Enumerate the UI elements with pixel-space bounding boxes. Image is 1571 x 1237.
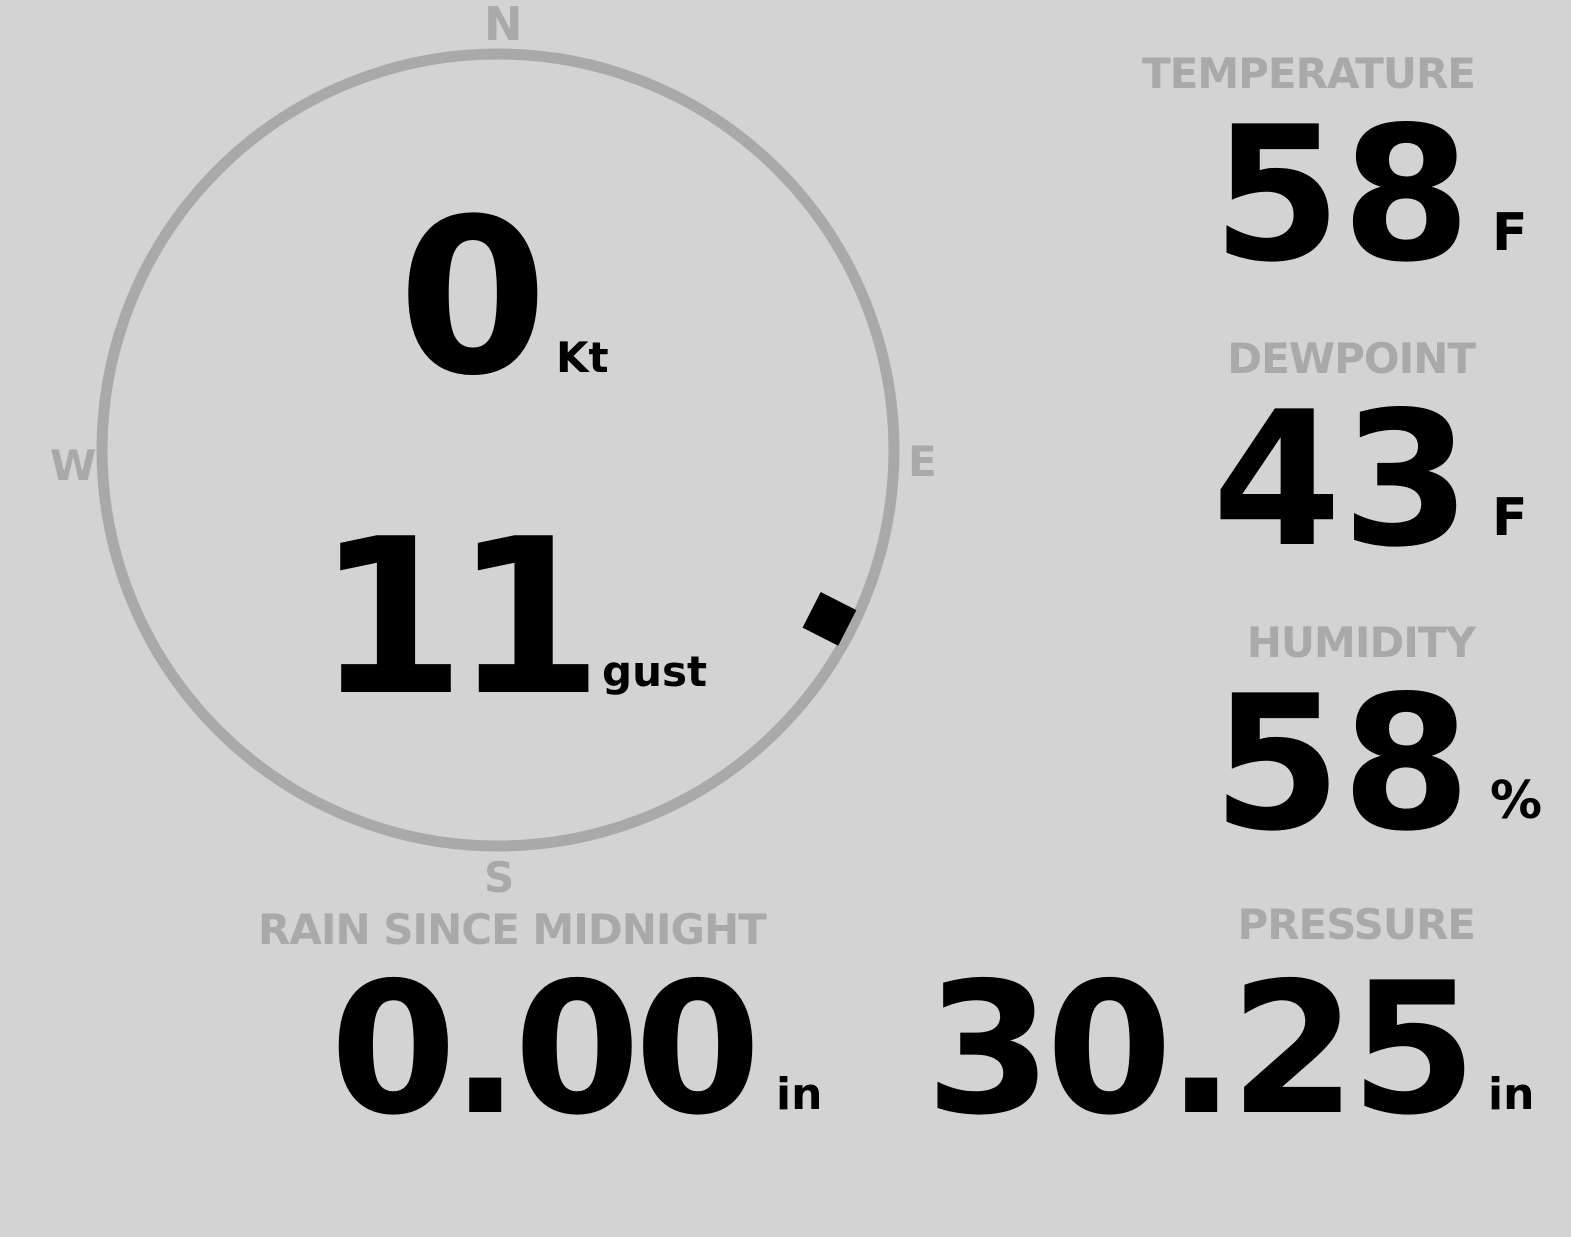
rain-value: 0.00 xyxy=(330,943,761,1155)
humidity-unit: % xyxy=(1490,771,1543,831)
wind-direction-marker xyxy=(802,591,857,646)
dewpoint-unit: F xyxy=(1492,488,1528,548)
dewpoint-value: 43 xyxy=(1212,371,1471,588)
pressure-label: PRESSURE xyxy=(1237,900,1476,949)
temperature-value: 58 xyxy=(1212,86,1471,303)
compass-east-label: E xyxy=(908,437,937,486)
wind-speed-unit: Kt xyxy=(556,333,609,382)
humidity-label: HUMIDITY xyxy=(1246,618,1476,667)
compass-west-label: W xyxy=(50,441,96,490)
humidity-value: 58 xyxy=(1212,655,1471,872)
compass-north-label: N xyxy=(484,0,522,51)
wind-gust-unit: gust xyxy=(602,647,708,696)
pressure-value: 30.25 xyxy=(925,943,1477,1155)
wind-gust-value: 11 xyxy=(316,492,603,743)
dewpoint-label: DEWPOINT xyxy=(1227,334,1476,383)
compass-south-label: S xyxy=(484,853,514,902)
temperature-label: TEMPERATURE xyxy=(1142,49,1476,98)
rain-unit: in xyxy=(776,1069,823,1120)
wind-speed-value: 0 xyxy=(398,172,548,423)
rain-label: RAIN SINCE MIDNIGHT xyxy=(258,905,767,954)
pressure-unit: in xyxy=(1488,1069,1535,1120)
wind-compass xyxy=(96,48,900,852)
compass-ring xyxy=(96,48,900,852)
temperature-unit: F xyxy=(1492,203,1528,263)
